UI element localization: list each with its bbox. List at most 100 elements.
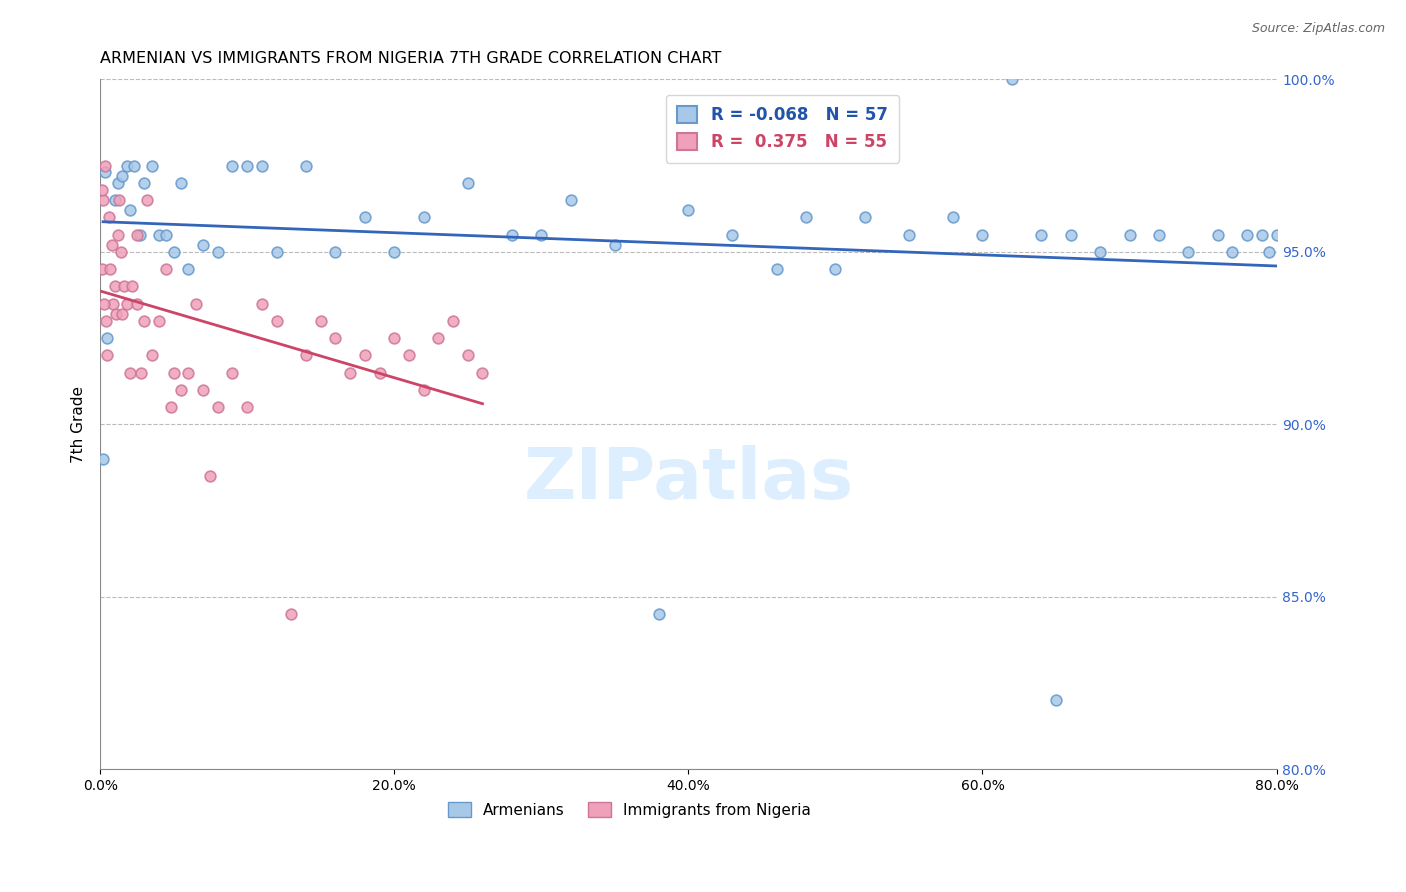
Point xyxy=(236,159,259,173)
Text: ARMENIAN VS IMMIGRANTS FROM NIGERIA 7TH GRADE CORRELATION CHART: ARMENIAN VS IMMIGRANTS FROM NIGERIA 7TH … xyxy=(100,51,721,66)
Point xyxy=(280,607,302,621)
Point xyxy=(353,211,375,225)
Point xyxy=(325,331,347,345)
Point xyxy=(155,227,177,242)
Point xyxy=(115,296,138,310)
Point xyxy=(170,383,193,397)
Point xyxy=(1060,227,1083,242)
Point xyxy=(170,176,193,190)
Point xyxy=(441,314,464,328)
Point xyxy=(1031,227,1053,242)
Point xyxy=(93,296,115,310)
Point xyxy=(824,262,846,277)
Point xyxy=(141,348,163,362)
Point xyxy=(1265,227,1288,242)
Point xyxy=(295,348,318,362)
Point xyxy=(125,227,148,242)
Point xyxy=(122,159,145,173)
Point xyxy=(897,227,920,242)
Point xyxy=(177,262,200,277)
Point xyxy=(339,366,361,380)
Point xyxy=(266,244,288,259)
Point xyxy=(111,169,134,183)
Point xyxy=(412,383,434,397)
Point xyxy=(134,314,156,328)
Point xyxy=(942,211,965,225)
Point xyxy=(1118,227,1140,242)
Point xyxy=(148,227,170,242)
Point xyxy=(1206,227,1229,242)
Point xyxy=(221,366,243,380)
Point xyxy=(295,159,318,173)
Point xyxy=(1001,72,1024,87)
Point xyxy=(163,366,186,380)
Point xyxy=(93,159,115,173)
Point xyxy=(501,227,523,242)
Point xyxy=(1236,227,1258,242)
Point xyxy=(91,451,114,466)
Point xyxy=(96,348,118,362)
Point xyxy=(207,244,229,259)
Text: Source: ZipAtlas.com: Source: ZipAtlas.com xyxy=(1251,22,1385,36)
Point xyxy=(97,211,120,225)
Point xyxy=(236,400,259,414)
Point xyxy=(353,348,375,362)
Point xyxy=(91,183,114,197)
Point xyxy=(155,262,177,277)
Point xyxy=(250,296,273,310)
Point xyxy=(1147,227,1170,242)
Point xyxy=(560,193,582,207)
Point xyxy=(1222,244,1244,259)
Text: ZIPatlas: ZIPatlas xyxy=(523,445,853,514)
Point xyxy=(111,307,134,321)
Point xyxy=(163,244,186,259)
Point xyxy=(131,366,153,380)
Point xyxy=(1045,693,1067,707)
Legend: Armenians, Immigrants from Nigeria: Armenians, Immigrants from Nigeria xyxy=(441,796,817,823)
Point xyxy=(108,193,131,207)
Point xyxy=(191,383,214,397)
Point xyxy=(141,159,163,173)
Point xyxy=(794,211,817,225)
Point xyxy=(107,176,129,190)
Point xyxy=(221,159,243,173)
Point xyxy=(184,296,207,310)
Point xyxy=(94,314,117,328)
Point xyxy=(200,469,222,483)
Point xyxy=(368,366,391,380)
Point xyxy=(101,238,124,252)
Point xyxy=(191,238,214,252)
Point xyxy=(972,227,994,242)
Point xyxy=(412,211,434,225)
Point xyxy=(148,314,170,328)
Point xyxy=(325,244,347,259)
Point xyxy=(103,296,125,310)
Point xyxy=(159,400,181,414)
Point xyxy=(1088,244,1111,259)
Point xyxy=(678,203,700,218)
Point xyxy=(107,227,129,242)
Point xyxy=(90,262,112,277)
Point xyxy=(110,244,132,259)
Point xyxy=(853,211,876,225)
Point xyxy=(96,331,118,345)
Point xyxy=(398,348,420,362)
Point xyxy=(250,159,273,173)
Point xyxy=(115,159,138,173)
Point xyxy=(121,279,143,293)
Point xyxy=(136,193,159,207)
Point xyxy=(1177,244,1199,259)
Point xyxy=(457,348,479,362)
Point xyxy=(207,400,229,414)
Point xyxy=(112,279,135,293)
Point xyxy=(765,262,787,277)
Point xyxy=(105,307,128,321)
Point xyxy=(382,244,405,259)
Point xyxy=(471,366,494,380)
Point xyxy=(721,227,744,242)
Point xyxy=(427,331,450,345)
Point xyxy=(91,193,114,207)
Point xyxy=(128,227,150,242)
Point xyxy=(266,314,288,328)
Point xyxy=(382,331,405,345)
